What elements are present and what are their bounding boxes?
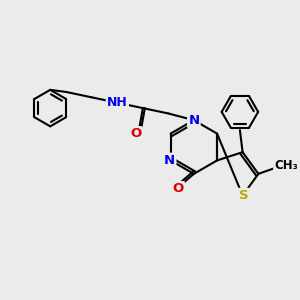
Text: O: O <box>130 128 142 140</box>
Text: S: S <box>239 189 248 202</box>
Text: NH: NH <box>107 96 128 109</box>
Text: CH₃: CH₃ <box>274 159 298 172</box>
Text: N: N <box>164 154 175 167</box>
Text: O: O <box>172 182 184 195</box>
Text: N: N <box>188 114 200 127</box>
